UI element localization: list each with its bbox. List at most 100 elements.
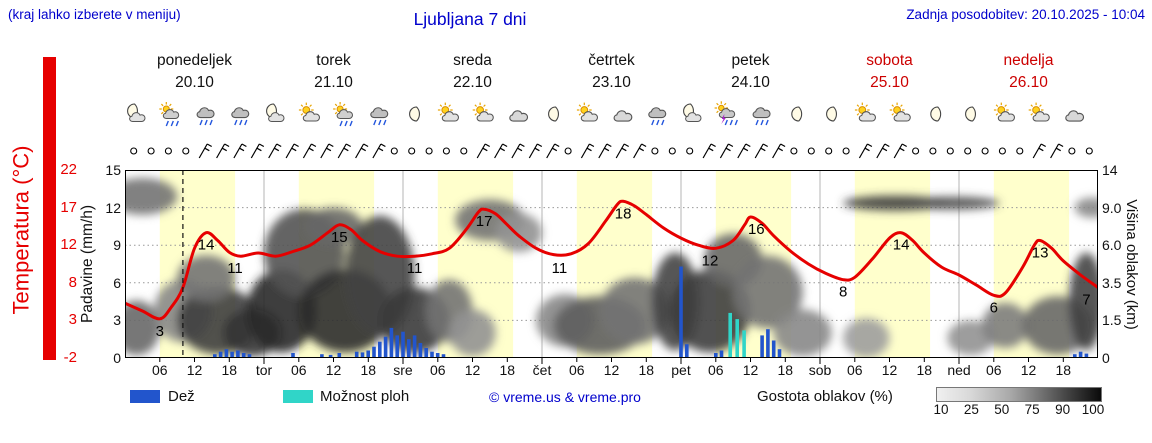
wind-barb [737, 143, 751, 159]
temp-point-label: 11 [552, 260, 568, 277]
temp-point-label: 18 [615, 205, 632, 222]
last-update-text: Zadnja posodobitev: 20.10.2025 - 10:04 [906, 7, 1145, 22]
wind-barb [876, 143, 890, 159]
x-tick-hour: 12 [881, 362, 898, 378]
rain-bar [360, 352, 365, 358]
wind-barb [754, 143, 768, 159]
rain-icon [752, 107, 771, 126]
wind-barb [772, 143, 786, 159]
rain-bar [230, 351, 234, 358]
sun-cloud-icon [437, 102, 459, 122]
temp-point-label: 12 [702, 252, 719, 269]
wind-calm-circle [1016, 147, 1024, 155]
rain-bar [407, 339, 411, 358]
sun-rain-icon [159, 102, 180, 127]
x-tick-hour: 12 [186, 362, 203, 378]
wind-calm-circle [929, 147, 937, 155]
precip-tick: 3 [113, 312, 121, 329]
wind-calm-circle [842, 147, 850, 155]
day-name-sobota: sobota [866, 52, 913, 69]
sun-cloud-icon [298, 102, 320, 122]
precip-tick: 6 [113, 274, 121, 291]
x-tick-day-tor: tor [255, 362, 273, 378]
day-name-petek: petek [731, 52, 770, 69]
rain-bar [719, 350, 724, 358]
temp-point-label: 11 [227, 260, 243, 277]
x-tick-hour: 12 [603, 362, 620, 378]
sun-cloud-icon [854, 102, 876, 122]
day-date: 23.10 [592, 74, 631, 91]
temp-tick: 3 [68, 311, 77, 329]
wind-barb [1050, 143, 1064, 159]
km-tick: 3.5 [1102, 274, 1122, 291]
temp-point-label: 8 [839, 284, 847, 301]
temp-point-label: 11 [407, 260, 423, 277]
sun-rain-icon [333, 102, 354, 127]
x-tick-hour: 06 [846, 362, 863, 378]
precip-tick: 9 [113, 237, 121, 254]
x-tick-hour: 12 [742, 362, 759, 378]
cloud-icon [613, 110, 633, 122]
sun-cloud-icon [1028, 102, 1050, 122]
wind-calm-circle [686, 147, 694, 155]
x-tick-hour: 18 [916, 362, 933, 378]
wind-calm-circle [790, 147, 798, 155]
rain-icon [648, 107, 667, 126]
rain-bar [224, 349, 229, 358]
x-tick-day-ned: ned [947, 362, 971, 378]
wind-calm-circle [998, 147, 1006, 155]
moon-icon [548, 106, 560, 122]
wind-barb [719, 143, 734, 159]
wind-barb [511, 143, 525, 159]
rain-bar [435, 353, 440, 358]
wind-calm-circle [408, 147, 416, 155]
colorbar-tick: 90 [1055, 402, 1071, 417]
rain-bar [777, 349, 782, 358]
cloud-height-axis-label: Višina oblakov (km) [1114, 170, 1148, 358]
wind-calm-circle [460, 147, 468, 155]
day-name-sreda: sreda [453, 52, 492, 69]
sun-cloud-icon [576, 102, 598, 122]
moon-icon [965, 106, 977, 122]
temp-point-label: 16 [748, 221, 765, 238]
wind-barb [580, 143, 595, 159]
rain-bar [424, 348, 428, 358]
temp-tick: 17 [60, 198, 77, 216]
sun-cloud-icon [993, 102, 1015, 122]
rain-bar [247, 354, 252, 358]
colorbar-tick: 100 [1081, 402, 1105, 417]
rain-bar [213, 354, 217, 358]
rain-bar [760, 335, 764, 358]
storm-icon [714, 101, 738, 126]
rain-bar [241, 353, 246, 358]
wind-barb [633, 143, 647, 159]
wind-calm-circle [807, 147, 815, 155]
wind-calm-circle [1085, 147, 1093, 155]
rain-bar [418, 343, 423, 358]
temp-tick: 22 [60, 161, 77, 178]
wind-calm-circle [964, 147, 972, 155]
temperature-curve [125, 199, 1098, 321]
wind-barb [355, 143, 369, 159]
day-date: 21.10 [314, 74, 353, 91]
x-tick-hour: 18 [1055, 362, 1072, 378]
wind-barb [893, 143, 907, 159]
rain-bar [378, 341, 382, 358]
wind-calm-circle [390, 147, 398, 155]
plot-border [125, 170, 1098, 358]
rain-bar [366, 350, 370, 358]
colorbar-tick: 50 [994, 402, 1010, 417]
rain-bar [714, 353, 718, 358]
wind-barb [337, 143, 351, 159]
wind-calm-circle [668, 147, 676, 155]
x-tick-day-pet: pet [671, 362, 691, 378]
km-tick: 0 [1102, 350, 1110, 366]
rain-legend-swatch [130, 390, 160, 403]
moon-icon [791, 106, 803, 122]
km-tick: 1.5 [1102, 312, 1122, 329]
x-tick-hour: 18 [638, 362, 655, 378]
rain-bar [354, 351, 359, 358]
wind-barb [615, 143, 629, 159]
copyright-link[interactable]: © vreme.us & vreme.pro [489, 389, 641, 405]
x-tick-hour: 12 [464, 362, 481, 378]
